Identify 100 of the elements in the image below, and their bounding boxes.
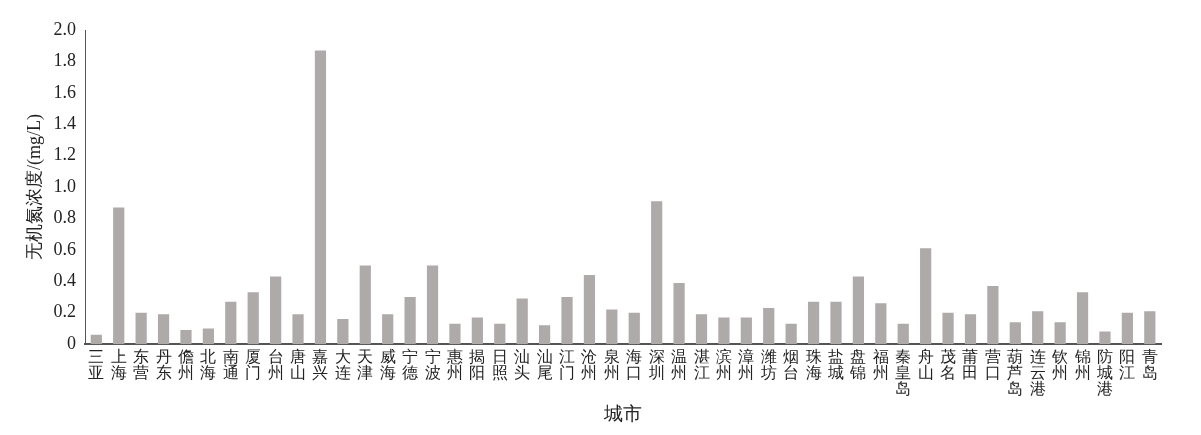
x-tick-label: 丹东 [155,348,172,381]
y-tick-label: 1.6 [53,81,77,102]
bar [561,297,573,345]
x-tick-label: 漳州 [738,348,755,381]
x-tick-label: 温州 [671,348,688,381]
y-tick-label: 1.8 [53,50,77,71]
bar [897,323,909,345]
x-tick-label: 汕头 [514,348,531,381]
bar [202,328,214,345]
x-tick-label: 青岛 [1141,348,1158,381]
x-tick-label: 珠海 [805,348,822,381]
bar [1032,311,1044,345]
bar [875,303,887,345]
x-tick-label: 台州 [267,348,284,381]
bar [763,308,775,345]
bar [1054,322,1066,345]
x-tick-label: 厦门 [245,348,262,381]
bar [628,312,640,345]
bar [516,298,528,345]
bar [113,207,125,345]
x-tick-label: 湛江 [693,348,710,381]
bar [157,314,170,345]
bar [270,276,282,345]
x-tick-label: 烟台 [783,348,800,381]
x-tick-label: 揭阳 [469,348,486,381]
bar [583,275,596,345]
bar [382,314,394,345]
bar [606,309,618,345]
bar [807,301,820,345]
x-tick-label: 日照 [491,348,508,381]
x-tick-label: 上海 [110,348,127,381]
x-tick-label: 北海 [200,348,217,381]
bar [180,330,192,345]
x-tick-label: 三亚 [88,348,105,381]
x-tick-label: 秦皇岛 [895,348,912,397]
bar [539,325,551,345]
x-tick-label: 茂名 [940,348,957,381]
x-tick-label: 潍坊 [759,348,777,381]
x-tick-label: 连云港 [1029,348,1046,397]
x-tick-label: 南通 [222,348,239,381]
bar [964,314,977,345]
x-tick-label: 深圳 [647,348,665,381]
bar [135,312,147,345]
x-tick-label: 汕尾 [536,348,553,381]
x-tick-label: 钦州 [1051,348,1069,381]
bar [426,265,439,345]
bar [314,50,327,345]
y-tick-label: 0.2 [53,301,77,322]
x-tick-label: 嘉兴 [312,348,329,381]
x-tick-label: 天津 [357,348,374,381]
x-axis-title: 城市 [603,402,643,424]
bar [337,319,349,345]
bar [404,297,416,345]
bar [673,282,685,345]
x-tick-label: 葫芦岛 [1007,348,1024,397]
x-tick-label: 阳江 [1119,348,1136,381]
x-tick-label: 营口 [984,348,1001,381]
bar [247,292,259,345]
y-tick-label: 2.0 [53,18,77,39]
y-tick-label: 1.2 [53,144,77,165]
bar [1009,322,1021,345]
bar [494,323,506,345]
x-tick-label: 儋州 [177,348,194,381]
y-tick-label: 0.6 [53,238,77,259]
x-tick-label: 东营 [133,348,150,381]
bar [1121,312,1133,345]
y-tick-label: 1.0 [53,175,77,196]
bar [740,317,752,345]
x-tick-label: 沧州 [581,348,598,381]
bar [1076,292,1089,345]
bar [651,201,663,345]
bar [292,314,304,345]
bar [920,248,932,345]
x-tick-label: 泉州 [603,348,620,381]
x-tick-label: 唐山 [290,348,307,381]
y-axis-title: 无机氮浓度/(mg/L) [23,114,45,261]
bar [90,334,102,345]
x-tick-label: 宁波 [424,348,441,381]
x-tick-label: 舟山 [917,348,934,381]
x-tick-label: 大连 [334,348,351,381]
bar [471,317,483,345]
bar [987,286,999,345]
bar [852,276,865,345]
x-tick-label: 福州 [872,348,889,381]
bar [785,323,797,345]
bar [449,323,461,345]
x-tick-label: 莆田 [962,348,979,381]
y-tick-label: 0.8 [53,207,77,228]
x-tick-label: 防城港 [1095,348,1113,397]
bar [830,301,842,345]
bar [225,301,237,345]
bar [359,265,371,345]
y-tick-label: 0 [67,332,77,353]
x-tick-label: 锦州 [1073,348,1091,381]
y-tick-label: 1.4 [53,112,77,133]
x-tick-label: 盐城 [826,348,844,381]
x-tick-label: 滨州 [715,348,732,381]
x-tick-label: 威海 [379,348,396,381]
bar [942,312,954,345]
bar [718,317,730,345]
